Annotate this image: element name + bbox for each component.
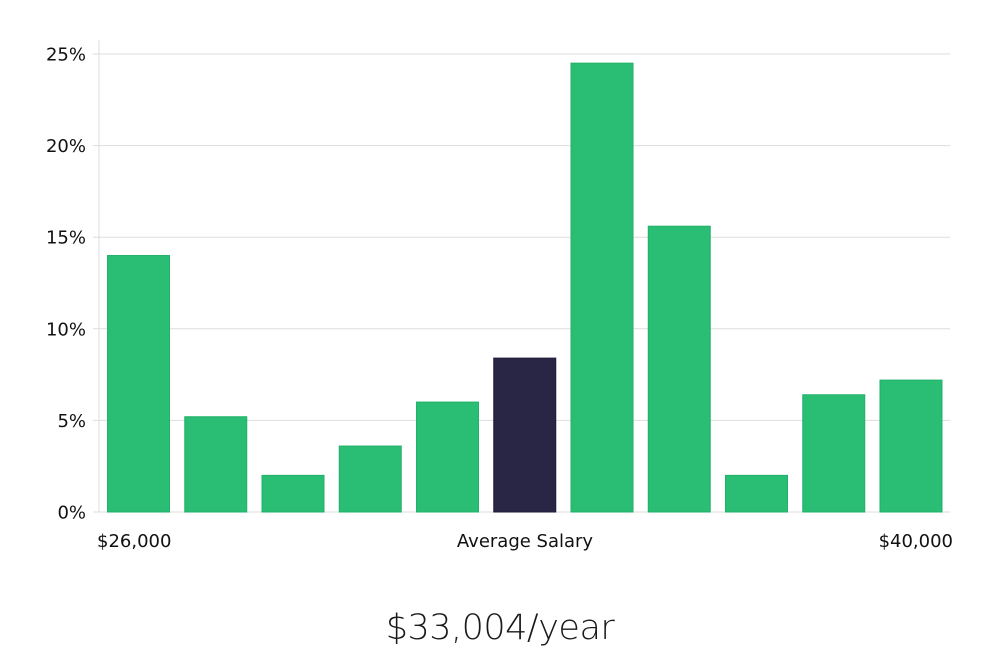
y-tick-label: 25%: [46, 45, 86, 66]
bar: [184, 416, 248, 513]
bar: [570, 62, 634, 513]
y-tick-label: 0%: [57, 503, 86, 524]
bar: [338, 445, 402, 513]
x-label-max: $40,000: [879, 531, 953, 552]
y-tick-label: 20%: [46, 136, 86, 157]
bar: [107, 255, 170, 513]
bar: [725, 474, 788, 513]
y-tick-label: 15%: [46, 228, 86, 249]
bar: [879, 379, 943, 513]
y-tick-label: 10%: [46, 319, 86, 340]
average-salary-value: $33,004/year: [385, 608, 615, 648]
y-tick-labels: 0% 5% 10% 15% 20% 25%: [46, 45, 86, 524]
bar: [647, 225, 711, 513]
y-tick-label: 5%: [57, 411, 86, 432]
bar: [261, 474, 325, 513]
x-label-min: $26,000: [97, 531, 171, 552]
bar-average: [493, 357, 557, 513]
x-label-center: Average Salary: [457, 531, 594, 552]
bars: [107, 62, 943, 513]
bar: [802, 394, 866, 513]
salary-histogram: 0%5%10%15%20%25% $26,000 Average Salary …: [46, 40, 953, 552]
bar: [416, 401, 479, 513]
